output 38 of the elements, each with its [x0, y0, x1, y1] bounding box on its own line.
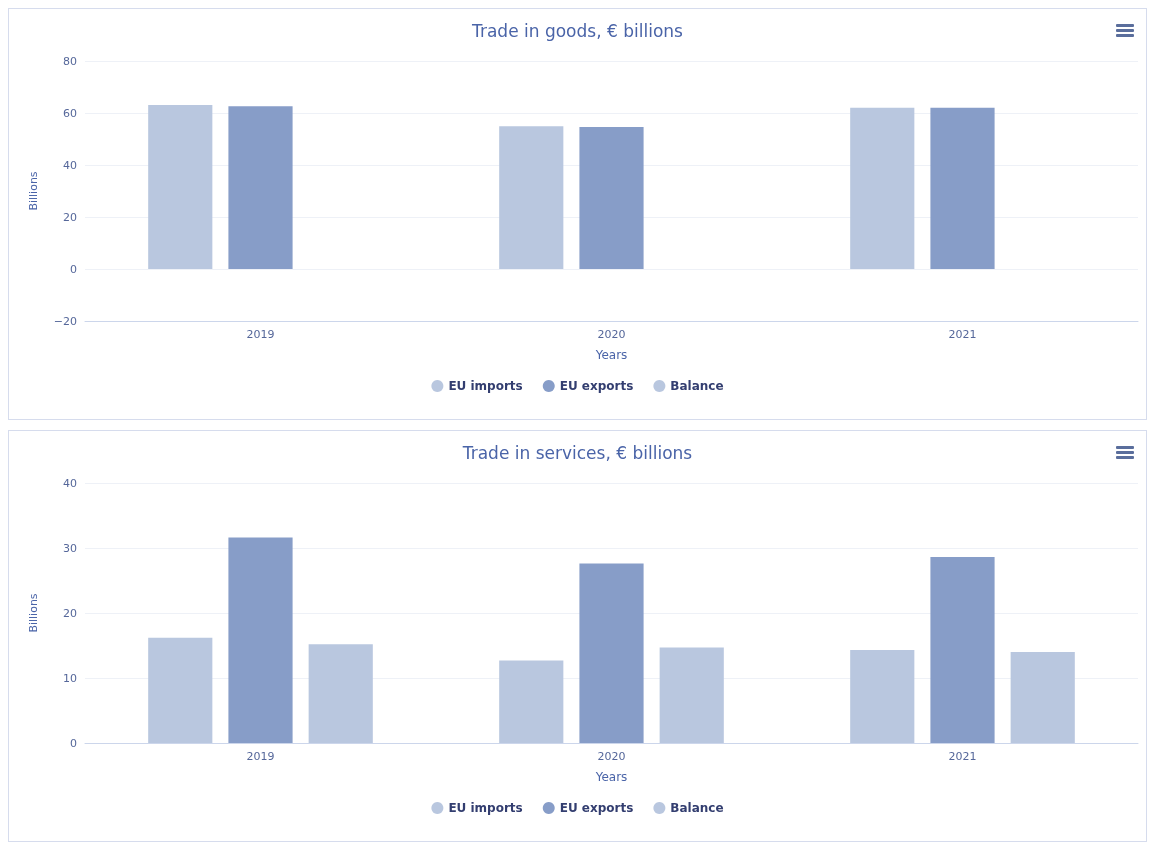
- y-tick-label: 30: [63, 541, 77, 555]
- y-tick-label: 40: [63, 476, 77, 490]
- bar: [148, 637, 213, 743]
- x-tick-label: 2020: [597, 750, 626, 763]
- y-tick-label: −20: [53, 314, 77, 328]
- legend-label: Balance: [670, 379, 724, 393]
- bar: [1010, 652, 1075, 743]
- bar: [579, 563, 644, 743]
- bar: [308, 644, 373, 743]
- legend-label: Balance: [670, 801, 724, 815]
- x-tick-label: 2021: [948, 750, 977, 763]
- legend-label: EU imports: [448, 801, 523, 815]
- y-axis-title: Billions: [27, 593, 40, 633]
- legend-label: EU exports: [559, 801, 634, 815]
- y-axis-title: Billions: [27, 171, 40, 211]
- x-axis-title: Years: [594, 770, 628, 784]
- x-axis-title: Years: [594, 348, 628, 362]
- bar: [850, 650, 915, 743]
- y-tick-label: 40: [63, 158, 77, 172]
- legend-label: EU imports: [448, 379, 523, 393]
- bar: [228, 537, 293, 743]
- y-tick-label: 60: [63, 106, 77, 120]
- x-tick-label: 2021: [948, 328, 977, 341]
- chart-title: Trade in services, € billions: [461, 442, 693, 463]
- x-tick-label: 2020: [597, 328, 626, 341]
- bar: [659, 647, 724, 743]
- chart-title: Trade in goods, € billions: [471, 20, 684, 41]
- x-tick-label: 2019: [246, 328, 275, 341]
- y-tick-label: 80: [63, 54, 77, 68]
- legend-label: EU exports: [559, 379, 634, 393]
- y-tick-label: 20: [63, 606, 77, 620]
- y-tick-label: 0: [70, 736, 77, 750]
- y-tick-label: 20: [63, 210, 77, 224]
- x-tick-label: 2019: [246, 750, 275, 763]
- y-tick-label: 0: [70, 262, 77, 276]
- bar: [499, 660, 564, 743]
- bar: [930, 557, 995, 743]
- y-tick-label: 10: [63, 671, 77, 685]
